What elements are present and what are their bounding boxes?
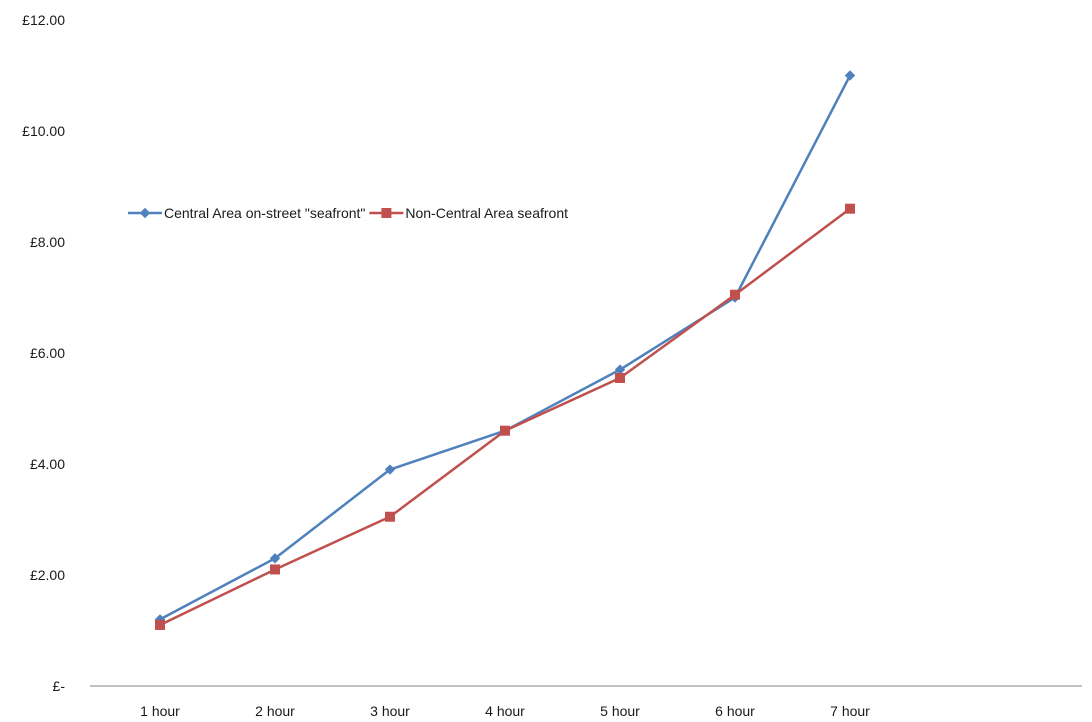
- x-axis-ticks: 1 hour 2 hour 3 hour 4 hour 5 hour 6 hour 7 ho…: [140, 703, 870, 719]
- data-point: [269, 553, 281, 564]
- legend-label: Central Area on-street "seafront": [164, 205, 365, 221]
- data-point: [730, 289, 740, 300]
- legend: Central Area on-street "seafront" Non-Cen…: [128, 205, 568, 221]
- x-tick-label: 3 hour: [370, 703, 410, 719]
- y-tick-label: £4.00: [30, 456, 65, 472]
- series-line: [159, 74, 852, 621]
- x-tick-label: 2 hour: [255, 703, 295, 719]
- data-point: [270, 564, 280, 575]
- data-point: [155, 619, 165, 630]
- data-point: [385, 511, 395, 522]
- series-1: [154, 70, 856, 625]
- data-point: [615, 372, 625, 383]
- legend-label: Non-Central Area seafront: [405, 205, 568, 221]
- y-axis-ticks: £- £2.00 £4.00 £6.00 £8.00 £10.00 £12.00: [22, 12, 65, 694]
- y-tick-label: £-: [53, 678, 66, 694]
- series-2: [155, 203, 855, 630]
- x-tick-label: 7 hour: [830, 703, 870, 719]
- data-point: [384, 464, 396, 475]
- legend-item-1: Central Area on-street "seafront": [128, 205, 365, 221]
- legend-marker: [139, 207, 151, 219]
- x-tick-label: 4 hour: [485, 703, 525, 719]
- series-line: [159, 207, 851, 627]
- legend-item-2: Non-Central Area seafront: [369, 205, 568, 221]
- x-tick-label: 6 hour: [715, 703, 755, 719]
- x-tick-label: 1 hour: [140, 703, 180, 719]
- legend-marker: [381, 208, 392, 218]
- data-point: [845, 203, 855, 214]
- y-tick-label: £6.00: [30, 345, 65, 361]
- x-tick-label: 5 hour: [600, 703, 640, 719]
- data-point: [844, 70, 856, 81]
- data-point: [500, 425, 510, 436]
- y-tick-label: £2.00: [30, 567, 65, 583]
- y-tick-label: £12.00: [22, 12, 65, 28]
- y-tick-label: £10.00: [22, 123, 65, 139]
- y-tick-label: £8.00: [30, 234, 65, 250]
- series-layer: [154, 70, 856, 630]
